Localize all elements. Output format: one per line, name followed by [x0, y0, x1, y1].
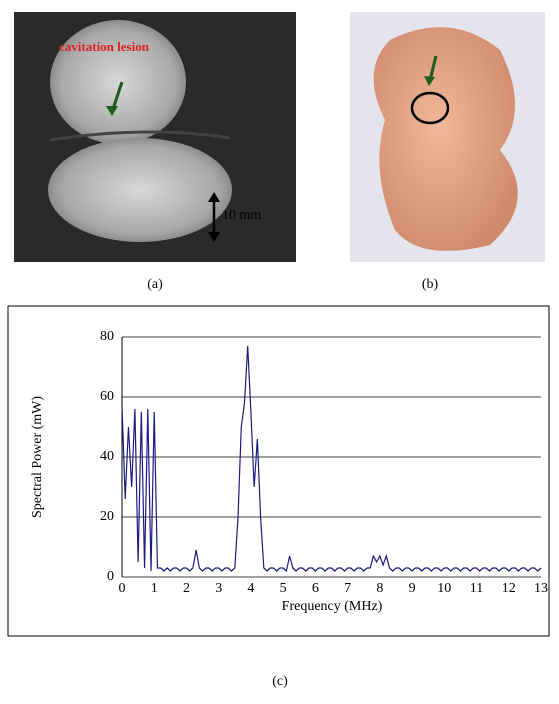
panel-label: (b): [422, 277, 439, 292]
x-tick-label: 13: [534, 581, 548, 596]
x-tick-label: 7: [344, 581, 351, 596]
x-tick-label: 6: [312, 581, 319, 596]
y-tick-label: 0: [107, 569, 114, 584]
x-tick-label: 12: [502, 581, 516, 596]
panel-b-image: [350, 12, 545, 262]
x-tick-label: 1: [151, 581, 158, 596]
x-tick-label: 0: [119, 581, 126, 596]
data-line: [121, 345, 542, 573]
x-tick-label: 11: [470, 581, 483, 596]
y-tick-label: 40: [100, 449, 114, 464]
panel-label: (c): [272, 674, 288, 689]
lesion-annotation: cavitation lesion: [59, 39, 150, 54]
x-tick-label: 4: [247, 581, 254, 596]
x-tick-label: 10: [437, 581, 451, 596]
y-tick-label: 60: [100, 389, 114, 404]
x-tick-label: 2: [183, 581, 190, 596]
x-tick-label: 8: [376, 581, 383, 596]
x-tick-label: 9: [409, 581, 416, 596]
scale-label: 10 mm: [222, 208, 261, 223]
chart-frame: [7, 305, 550, 637]
x-tick-label: 3: [215, 581, 222, 596]
y-tick-label: 20: [100, 509, 114, 524]
panel-label: (a): [147, 277, 163, 292]
x-tick-label: 5: [280, 581, 287, 596]
panel-a-image: cavitation lesion 10 mm: [14, 12, 296, 262]
y-tick-label: 80: [100, 329, 114, 344]
y-axis-label: Spectral Power (mW): [30, 396, 45, 518]
x-axis-label: Frequency (MHz): [282, 599, 383, 614]
